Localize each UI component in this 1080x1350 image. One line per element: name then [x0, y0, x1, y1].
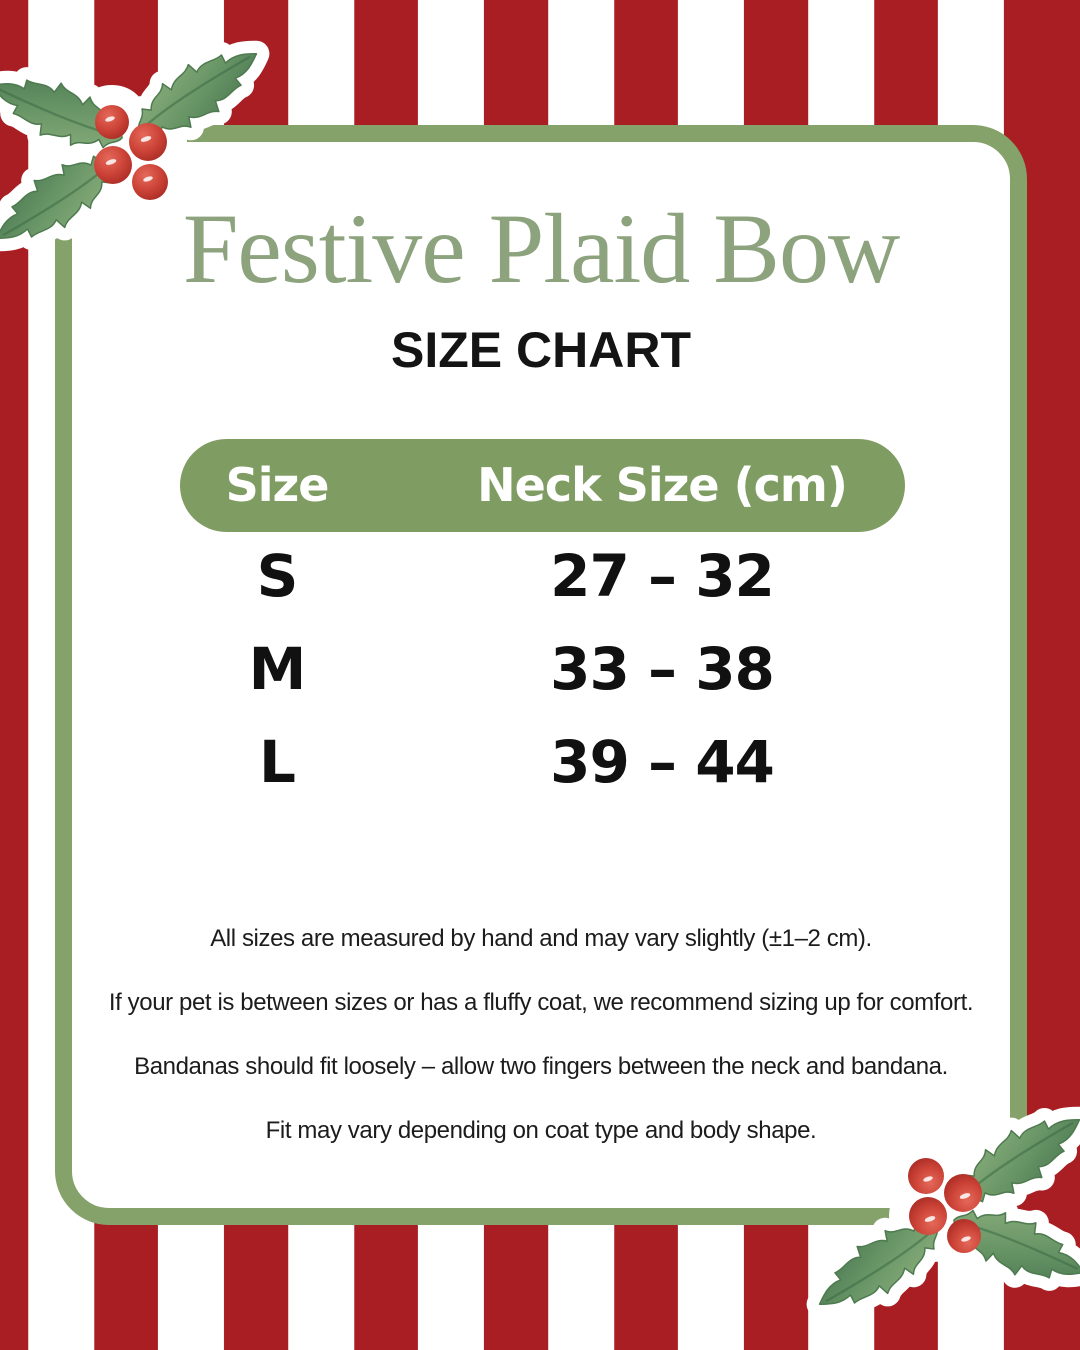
- size-table-body: S 27 – 32 M 33 – 38 L 39 – 44: [180, 530, 905, 809]
- table-header-row: Size Neck Size (cm): [180, 439, 905, 532]
- column-header-neck-size: Neck Size (cm): [477, 458, 848, 512]
- holly-berries: [908, 1158, 982, 1253]
- product-title: Festive Plaid Bow: [182, 193, 900, 304]
- table-row: L 39 – 44: [180, 716, 905, 809]
- size-chart-card: Festive Plaid Bow SIZE CHART Size Neck S…: [55, 125, 1027, 1225]
- size-cell: M: [248, 635, 307, 703]
- sizing-notes: All sizes are measured by hand and may v…: [72, 927, 1010, 1183]
- neck-range-cell: 33 – 38: [550, 635, 775, 703]
- note-line: If your pet is between sizes or has a fl…: [108, 989, 974, 1016]
- note-line: Bandanas should fit loosely – allow two …: [134, 1053, 948, 1080]
- table-row: M 33 – 38: [180, 623, 905, 716]
- note-line: Fit may vary depending on coat type and …: [265, 1117, 817, 1144]
- table-row: S 27 – 32: [180, 530, 905, 623]
- note-line: All sizes are measured by hand and may v…: [210, 925, 872, 952]
- holly-icon: [0, 10, 284, 310]
- neck-range-cell: 39 – 44: [550, 728, 775, 796]
- size-cell: S: [256, 542, 299, 610]
- size-chart-heading: SIZE CHART: [391, 322, 691, 378]
- holly-berries: [94, 105, 168, 200]
- size-cell: L: [259, 728, 296, 796]
- column-header-size: Size: [225, 458, 330, 512]
- card-content: Festive Plaid Bow SIZE CHART Size Neck S…: [72, 142, 1010, 1208]
- neck-range-cell: 27 – 32: [550, 542, 775, 610]
- holly-icon: [792, 1048, 1080, 1348]
